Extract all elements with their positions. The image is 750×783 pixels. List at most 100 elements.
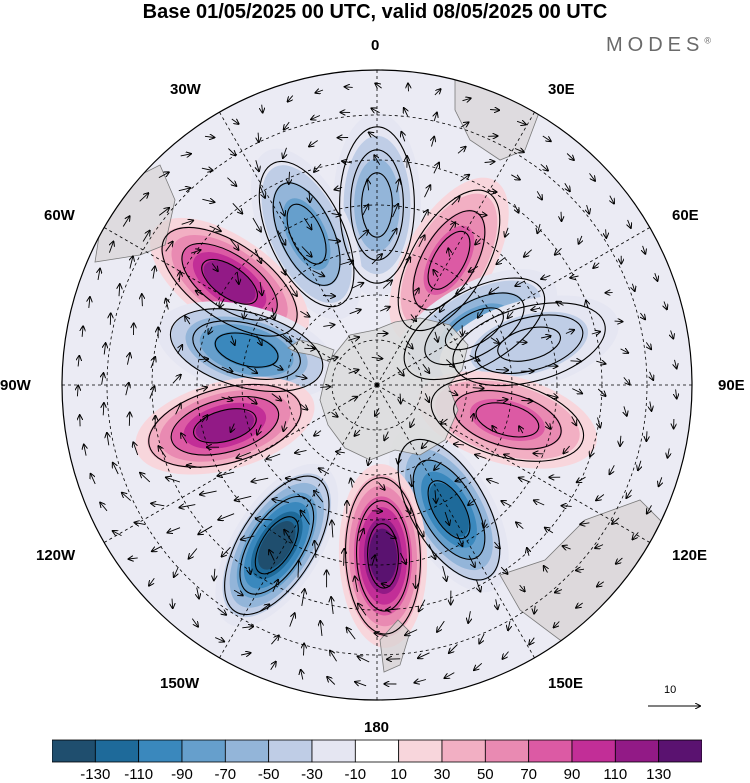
wind-vector [511,174,520,180]
wind-vector [202,199,214,202]
colorbar-swatch [224,739,270,763]
wind-vector [283,421,285,431]
wind-vector [570,361,582,362]
anomaly-level [469,398,545,441]
wind-vector [577,476,586,482]
wind-vector [82,326,83,337]
wind-vector [545,421,550,429]
colorbar-swatch [614,739,660,763]
anomaly-level [429,482,469,537]
wind-vector [279,201,285,216]
wind-vector [272,499,289,502]
wind-vector [371,254,382,265]
wind-vector [444,511,449,525]
wind-vector [215,638,224,642]
colorbar-swatch [354,739,400,763]
wind-vector [289,613,295,627]
wind-vector [664,301,667,310]
wind-vector [191,618,198,627]
wind-vector [624,406,627,415]
wind-vector [598,417,601,428]
wind-vector [150,357,155,369]
wind-vector [331,214,341,216]
wind-vector [400,393,401,404]
wind-vector [358,656,370,663]
wind-vector [142,294,143,307]
wind-vector [516,121,526,124]
wind-vector [272,307,275,319]
colorbar-tick-label: -130 [80,766,111,783]
wind-vector [78,356,79,367]
wind-vector [355,682,367,686]
wind-vector [647,505,652,513]
wind-vector [256,519,273,520]
wind-vector [478,308,484,318]
meridian [376,227,650,386]
colorbar-tick-label: 130 [646,766,672,783]
wind-vector [368,456,370,465]
wind-vector [113,531,122,536]
wind-vector [149,387,155,399]
anomaly-cell [389,427,509,593]
wind-vector [460,175,470,182]
anomaly-level [423,225,475,295]
wind-vector [331,597,333,614]
streamline-group [339,126,415,284]
wind-vector [320,621,322,636]
wind-vector [422,440,429,449]
wind-vector [542,135,551,141]
wind-vector [218,513,235,520]
wind-vector [536,191,542,199]
streamline [497,326,562,362]
wind-vector [419,599,426,612]
wind-vector [650,401,652,411]
wind-vector [152,545,162,551]
meridian [376,384,535,658]
wind-vector [399,552,406,564]
streamline [170,396,280,456]
wind-vector [445,359,454,367]
wind-vector [451,197,460,206]
wind-vector [367,180,368,191]
wind-vector [301,670,303,680]
wind-vector [198,525,213,534]
wind-vector [675,359,677,369]
wind-vector [201,168,213,170]
wind-vector [227,177,236,186]
wind-vector [319,468,330,475]
wind-vector [610,465,615,474]
wind-vector [580,523,590,525]
wind-vector [269,550,275,561]
wind-vector [328,240,340,242]
colorbar-tick-label: -10 [344,766,367,783]
wind-vector [671,330,674,339]
wind-vector [434,461,442,470]
wind-vector [122,216,129,227]
wind-vector [456,478,466,482]
wind-vector [382,280,392,289]
streamline [367,523,399,589]
wind-vector [231,119,239,124]
wind-vector [256,335,262,346]
wind-vector [84,445,86,456]
wind-vector [593,263,600,268]
wind-vector [301,511,310,525]
colorbar [52,739,702,763]
colorbar-tick-label: -90 [171,766,193,783]
wind-vector [489,286,500,294]
wind-vector [344,549,345,566]
wind-vector [309,140,318,147]
wind-vector [386,609,398,610]
wind-vector [256,160,259,171]
wind-vector [420,210,428,223]
wind-vector [643,245,646,254]
wind-vector [300,310,309,317]
wind-vector [501,501,512,507]
wind-vector [252,478,269,481]
wind-vector [521,401,532,402]
wind-vector [572,388,582,394]
wind-vector [516,522,524,530]
wind-vector [221,397,233,401]
lon-label-30w: 30W [170,81,201,98]
wind-vector [262,104,263,113]
